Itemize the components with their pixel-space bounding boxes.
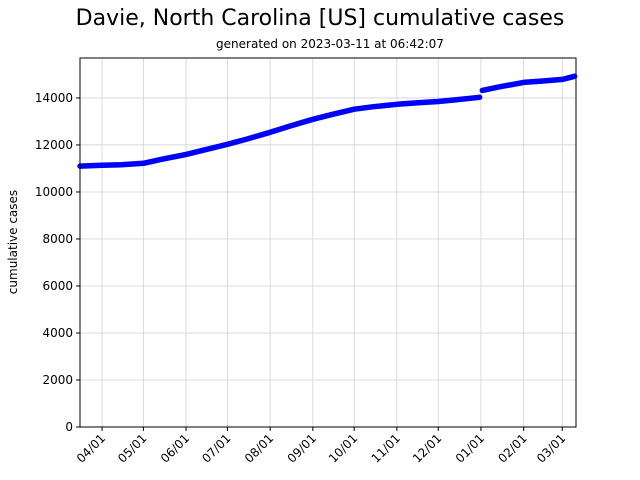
y-axis: 0 2000 4000 6000 8000 10000 12000 14000 — [35, 91, 80, 434]
y-tick-label: 4000 — [42, 326, 73, 340]
y-tick-label: 0 — [65, 420, 73, 434]
x-tick-label: 06/01 — [158, 431, 192, 465]
y-tick-label: 10000 — [35, 185, 73, 199]
y-tick-label: 14000 — [35, 91, 73, 105]
x-tick-label: 04/01 — [74, 431, 108, 465]
x-tick-label: 11/01 — [369, 431, 403, 465]
x-tick-label: 03/01 — [534, 431, 568, 465]
y-axis-label: cumulative cases — [6, 190, 20, 294]
x-tick-label: 08/01 — [242, 431, 276, 465]
x-axis: 04/01 05/01 06/01 07/01 08/01 09/01 10/01 11/01… — [74, 427, 568, 466]
chart-subtitle: generated on 2023-03-11 at 06:42:07 — [216, 37, 444, 51]
x-tick-label: 12/01 — [410, 431, 444, 465]
y-tick-label: 2000 — [42, 373, 73, 387]
x-tick-label: 05/01 — [115, 431, 149, 465]
x-tick-label: 02/01 — [495, 431, 529, 465]
x-tick-label: 09/01 — [285, 431, 319, 465]
data-series-line — [77, 73, 578, 169]
y-tick-label: 6000 — [42, 279, 73, 293]
x-tick-label: 07/01 — [199, 431, 233, 465]
x-tick-label: 10/01 — [326, 431, 360, 465]
chart-title: Davie, North Carolina [US] cumulative ca… — [75, 6, 565, 31]
plot-frame — [79, 57, 577, 428]
x-tick-label: 01/01 — [453, 431, 487, 465]
y-tick-label: 8000 — [42, 232, 73, 246]
y-tick-label: 12000 — [35, 138, 73, 152]
